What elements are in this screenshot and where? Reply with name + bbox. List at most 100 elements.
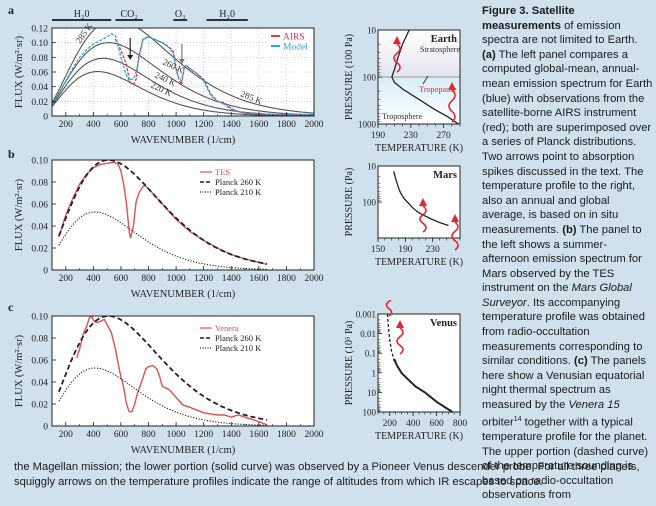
figure-caption: Figure 3. Satellite measurements of emis… <box>482 4 654 503</box>
y-axis-label: FLUX (W/m²·sr) <box>14 178 25 251</box>
x-tick-label: 400 <box>86 274 101 284</box>
planck-curve-260 <box>52 42 314 116</box>
y-tick-label: 0.10 <box>31 39 48 49</box>
caption-text: orbiter <box>482 416 514 429</box>
x-tick-label: 1600 <box>249 274 268 284</box>
series-venera <box>76 316 268 426</box>
x-tick-label: 1200 <box>194 120 213 130</box>
y-tick-label: 0.04 <box>31 83 48 93</box>
x-tick-label: 600 <box>114 120 129 130</box>
y-axis-label: PRESSURE (10⁵ Pa) <box>344 321 355 406</box>
x-tick-label: 600 <box>114 430 129 440</box>
legend-label: Venera <box>215 323 239 333</box>
band-label: O₃ <box>175 9 186 20</box>
x-axis-label: TEMPERATURE (K) <box>375 143 463 154</box>
series-airs <box>114 36 314 116</box>
legend-label: TES <box>215 167 230 177</box>
escape-arrow <box>451 221 459 251</box>
x-tick-label: 800 <box>141 430 156 440</box>
y-tick-label: 0.08 <box>31 335 48 345</box>
band-label: CO₂ <box>121 9 138 20</box>
y-tick-label: 1000 <box>358 120 377 130</box>
caption-text: The left panel compares a computed globa… <box>482 48 653 236</box>
x-tick-label: 270 <box>436 131 451 141</box>
caption-label-c: (c) <box>574 355 588 368</box>
caption-label-b: (b) <box>562 223 577 236</box>
legend-label: Planck 210 K <box>215 343 262 353</box>
x-axis-label: WAVENUMBER (1/cm) <box>131 445 236 456</box>
x-tick-label: 190 <box>371 131 386 141</box>
caption-label-a: (a) <box>482 48 496 61</box>
y-tick-label: 0.06 <box>31 357 48 367</box>
caption-text: The panels here show a Venusian equatori… <box>482 355 646 412</box>
escape-arrow <box>396 327 404 355</box>
x-axis-label: WAVENUMBER (1/cm) <box>131 135 236 146</box>
plot-content <box>58 316 268 426</box>
caption-title: Figure 3. Satellite measurements <box>482 5 575 32</box>
caption-reference: 14 <box>513 415 522 423</box>
mars-spectrum-chart: 200 400 600 800 1000 1200 1400 1600 1800 2000 0 0.0… <box>14 157 324 301</box>
earth-temperature-profile: 190 230 270 10 100 1000 TEMPERATURE (K) PRESSUR… <box>344 26 463 155</box>
y-tick-label: 1 <box>372 368 377 378</box>
y-tick-label: 100 <box>363 198 377 208</box>
y-tick-label: 0.10 <box>31 313 48 323</box>
x-tick-label: 190 <box>398 245 413 255</box>
y-tick-label: 0.06 <box>31 69 48 79</box>
x-tick-label: 1800 <box>277 274 296 284</box>
x-tick-label: 230 <box>404 131 419 141</box>
y-tick-label: 0.04 <box>31 223 48 233</box>
y-tick-label: 10 <box>367 162 377 172</box>
escape-arrow <box>385 300 393 317</box>
series-planck-210-k <box>58 211 268 270</box>
x-tick-label: 800 <box>141 120 156 130</box>
y-tick-label: 0.1 <box>365 349 376 359</box>
x-tick-label: 400 <box>86 120 101 130</box>
escape-arrow-head <box>419 198 427 206</box>
x-tick-label: 200 <box>59 430 74 440</box>
profile-curve <box>393 358 453 413</box>
x-tick-label: 200 <box>59 120 74 130</box>
x-tick-label: 1000 <box>167 120 186 130</box>
x-tick-label: 1400 <box>222 430 241 440</box>
x-tick-label: 150 <box>371 245 386 255</box>
tropopause-label: Tropopause <box>419 85 457 94</box>
planet-label: Earth <box>431 34 457 45</box>
x-axis-label: TEMPERATURE (K) <box>375 431 463 442</box>
x-tick-label: 230 <box>426 245 441 255</box>
legend-box <box>196 166 302 198</box>
y-tick-label: 0.08 <box>31 54 48 64</box>
plot-area <box>378 166 460 238</box>
stratosphere-region <box>378 30 460 77</box>
legend-label-model: Model <box>283 43 308 53</box>
x-tick-label: 800 <box>141 274 156 284</box>
y-tick-label: 0 <box>43 267 48 277</box>
band-label: H₂0 <box>74 9 90 20</box>
y-tick-label: 0.12 <box>31 25 48 35</box>
x-tick-label: 200 <box>383 419 398 429</box>
y-tick-label: 0 <box>43 423 48 433</box>
y-tick-label: 10 <box>367 26 377 36</box>
y-axis-label: PRESSURE (100 Pa) <box>344 34 355 120</box>
x-tick-label: 400 <box>86 430 101 440</box>
planet-label: Mars <box>433 170 457 181</box>
legend-label: Planck 260 K <box>215 333 262 343</box>
earth-spectrum-chart: 200 400 600 800 1000 1200 1400 1600 1800 2000 0 0.0… <box>14 9 324 146</box>
escape-arrow <box>393 43 401 73</box>
figure-caption-continued: the Magellan mission; the lower portion … <box>14 461 640 488</box>
x-tick-label: 600 <box>114 274 129 284</box>
absorption-arrowhead <box>178 59 185 64</box>
profile-curve <box>391 29 459 125</box>
x-tick-label: 1200 <box>194 430 213 440</box>
x-axis-label: TEMPERATURE (K) <box>375 257 463 268</box>
profile-curve <box>393 171 449 227</box>
venus-temperature-profile: 200 400 600 800 0.001 0.01 0.1 1 10 100 TEMPERATUR… <box>344 300 467 442</box>
caption-mgs: Mars Global Surveyor <box>482 282 632 309</box>
y-tick-label: 100 <box>363 408 377 418</box>
x-tick-label: 200 <box>59 274 74 284</box>
y-tick-label: 10 <box>367 388 377 398</box>
y-axis-label: FLUX (W/m²·sr) <box>14 35 25 108</box>
y-tick-label: 0.06 <box>31 201 48 211</box>
x-tick-label: 1800 <box>277 120 296 130</box>
x-tick-label: 1400 <box>222 274 241 284</box>
x-tick-label: 1600 <box>249 430 268 440</box>
